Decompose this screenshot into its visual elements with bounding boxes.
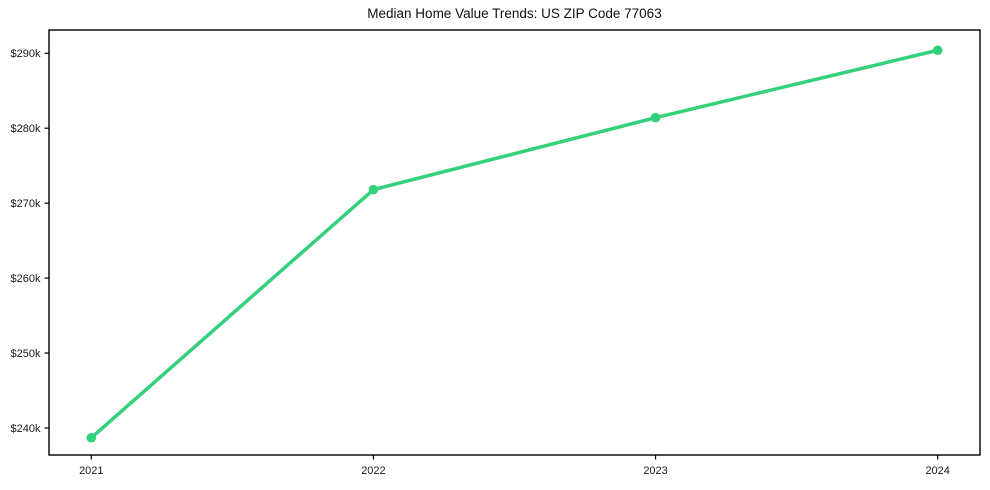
y-tick-label: $250k <box>11 348 41 360</box>
x-tick-label: 2021 <box>79 465 103 477</box>
y-tick-label: $240k <box>11 423 41 435</box>
data-point <box>368 184 379 195</box>
x-tick-label: 2022 <box>361 465 385 477</box>
plot-border <box>48 29 981 456</box>
x-tick-label: 2024 <box>925 465 949 477</box>
trend-line <box>89 48 940 440</box>
chart-title: Median Home Value Trends: US ZIP Code 77… <box>367 6 662 21</box>
y-tick-label: $270k <box>11 198 41 210</box>
data-point <box>86 432 97 443</box>
data-point <box>650 112 661 123</box>
data-point <box>932 45 943 56</box>
y-tick-label: $260k <box>11 273 41 285</box>
y-tick-label: $280k <box>11 123 41 135</box>
y-tick-label: $290k <box>11 48 41 60</box>
x-tick-label: 2023 <box>643 465 667 477</box>
